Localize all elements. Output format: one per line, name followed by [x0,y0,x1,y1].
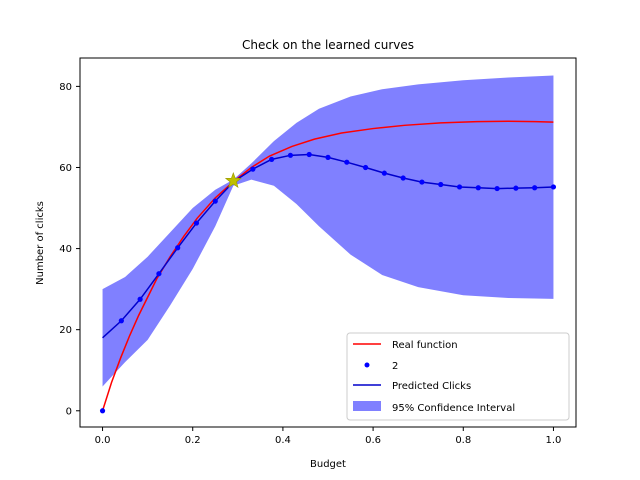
y-tick-label: 60 [59,163,72,174]
data-point [532,185,538,191]
y-axis: 0 20 40 60 80 [59,82,80,417]
y-axis-label: Number of clicks [35,201,46,285]
data-point [287,152,294,158]
legend-confidence-interval-label: 95% Confidence Interval [392,403,515,414]
data-point [156,271,162,277]
data-point [212,198,218,204]
data-point [118,318,124,324]
data-point [513,185,519,191]
data-point [99,408,106,414]
legend-confidence-interval-swatch [353,401,381,411]
data-point [193,220,200,226]
data-point [475,185,481,191]
data-point [306,151,312,158]
legend-points-swatch [364,362,370,368]
data-point [494,185,500,192]
y-tick-label: 80 [59,82,72,93]
x-axis-label: Budget [310,459,346,470]
legend-predicted-clicks-label: Predicted Clicks [392,381,471,392]
plot-area [99,75,557,414]
real-function-line [101,120,554,412]
legend-points-label: 2 [392,361,398,372]
data-point [269,156,275,162]
x-tick-label: 0.8 [455,435,471,446]
x-tick-label: 1.0 [546,435,562,446]
x-tick-label: 0.0 [95,435,111,446]
star-marker [224,171,242,189]
legend-box [346,332,570,421]
data-point [137,296,143,302]
legend: Real function 2 Predicted Clicks 95% Con… [346,332,570,421]
x-tick-label: 0.6 [365,435,381,446]
data-point [381,170,387,176]
y-tick-label: 20 [59,325,72,336]
data-point [344,159,350,165]
x-tick-label: 0.4 [275,435,291,446]
data-point [550,184,557,190]
data-point [400,175,406,181]
data-point [456,184,463,190]
y-tick-label: 40 [59,244,72,255]
data-point [325,154,331,160]
x-tick-label: 0.2 [185,435,201,446]
y-tick-label: 0 [66,406,72,417]
data-point [438,181,444,188]
confidence-interval-band [102,75,554,387]
data-point [175,245,181,251]
legend-real-function-label: Real function [392,340,458,351]
data-point [250,166,256,172]
chart-title: Check on the learned curves [242,38,414,52]
axes-frame [79,57,577,428]
data-point [419,179,425,185]
data-point [362,164,369,171]
x-axis: 0.0 0.2 0.4 0.6 0.8 1.0 [95,427,562,446]
